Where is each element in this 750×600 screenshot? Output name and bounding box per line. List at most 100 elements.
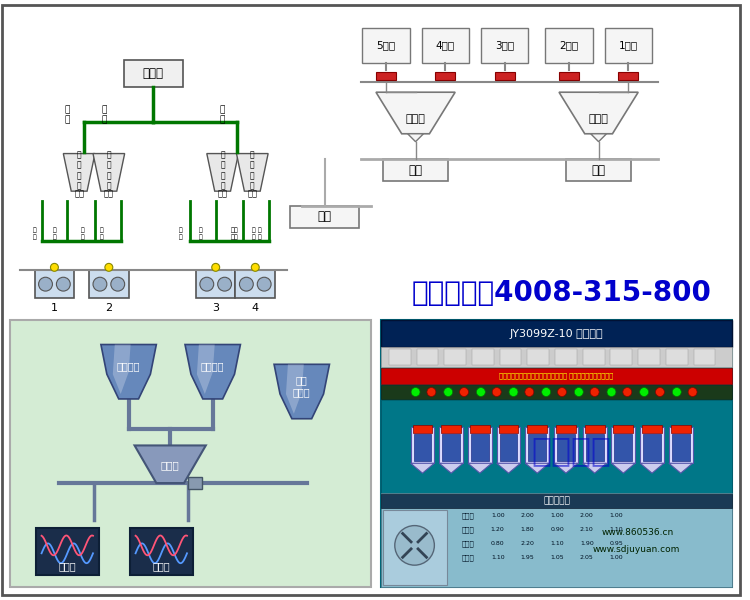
Bar xyxy=(196,271,236,298)
Text: 1.20: 1.20 xyxy=(490,527,505,532)
Bar xyxy=(89,271,129,298)
Bar xyxy=(383,160,448,181)
Bar xyxy=(470,425,490,433)
Text: 3号仓: 3号仓 xyxy=(495,40,514,50)
Text: 慢
速: 慢 速 xyxy=(100,227,104,240)
Circle shape xyxy=(460,388,469,397)
Bar xyxy=(586,434,604,461)
Circle shape xyxy=(251,263,260,271)
Circle shape xyxy=(509,388,518,397)
Circle shape xyxy=(257,277,271,291)
Text: 1: 1 xyxy=(51,303,58,313)
Bar xyxy=(442,434,460,461)
Polygon shape xyxy=(207,154,238,191)
Bar xyxy=(556,425,576,433)
Bar xyxy=(528,434,546,461)
Polygon shape xyxy=(101,344,156,399)
Bar xyxy=(604,28,652,62)
Text: 2: 2 xyxy=(105,303,112,313)
Bar xyxy=(381,320,732,347)
Bar xyxy=(672,434,690,461)
Circle shape xyxy=(622,388,632,397)
Text: 小车: 小车 xyxy=(409,164,422,177)
Text: 快
速: 快 速 xyxy=(33,227,37,240)
Bar xyxy=(495,73,514,80)
Bar xyxy=(611,427,635,463)
Circle shape xyxy=(607,388,616,397)
Text: 快
速: 快 速 xyxy=(80,227,84,240)
Circle shape xyxy=(239,277,254,291)
Circle shape xyxy=(557,388,566,397)
Bar xyxy=(496,427,520,463)
Text: 0.95: 0.95 xyxy=(610,541,623,546)
Text: 慢
速: 慢 速 xyxy=(53,227,56,240)
Polygon shape xyxy=(236,154,268,191)
Bar xyxy=(640,427,664,463)
Circle shape xyxy=(50,263,58,271)
Circle shape xyxy=(688,388,697,397)
Polygon shape xyxy=(274,364,329,419)
Bar xyxy=(638,349,660,365)
Bar xyxy=(388,349,410,365)
Bar xyxy=(500,349,521,365)
Circle shape xyxy=(656,388,664,397)
Polygon shape xyxy=(583,463,607,473)
Bar xyxy=(413,434,431,461)
Bar xyxy=(422,28,469,62)
Bar xyxy=(10,320,371,587)
Polygon shape xyxy=(376,92,455,134)
Bar xyxy=(236,271,275,298)
Bar xyxy=(435,73,455,80)
Circle shape xyxy=(411,388,420,397)
Text: 2.20: 2.20 xyxy=(520,541,534,546)
Bar xyxy=(694,349,715,365)
Text: www.860536.cn: www.860536.cn xyxy=(602,528,674,537)
Bar xyxy=(413,425,433,433)
Text: 计量斗: 计量斗 xyxy=(406,114,425,124)
Text: 庄源工控: 庄源工控 xyxy=(532,434,611,467)
Bar xyxy=(481,28,528,62)
Circle shape xyxy=(111,277,125,291)
Bar xyxy=(583,427,607,463)
Circle shape xyxy=(394,526,434,565)
Polygon shape xyxy=(112,344,130,394)
Circle shape xyxy=(640,388,649,397)
Bar xyxy=(614,425,633,433)
Bar xyxy=(669,427,692,463)
Text: 1.95: 1.95 xyxy=(520,555,534,560)
Text: 手动: 手动 xyxy=(217,190,227,199)
Text: 快
速: 快 速 xyxy=(64,105,70,125)
Polygon shape xyxy=(526,463,549,473)
Circle shape xyxy=(105,263,112,271)
Text: 产品二: 产品二 xyxy=(462,526,475,533)
Text: 慢
速: 慢 速 xyxy=(101,105,106,125)
Text: 手动: 手动 xyxy=(104,190,114,199)
Text: 慢
速: 慢 速 xyxy=(220,105,225,125)
Polygon shape xyxy=(408,134,424,142)
Polygon shape xyxy=(134,445,206,483)
Bar xyxy=(500,434,517,461)
Polygon shape xyxy=(554,463,578,473)
Text: 1.10: 1.10 xyxy=(490,555,505,560)
Bar xyxy=(670,425,691,433)
Text: 1.00: 1.00 xyxy=(550,513,564,518)
Bar xyxy=(642,425,662,433)
Text: 青
计
量
罐: 青 计 量 罐 xyxy=(250,150,254,190)
Bar xyxy=(644,434,661,461)
Text: 配用参数表: 配用参数表 xyxy=(543,496,570,505)
Text: 搅拌机: 搅拌机 xyxy=(152,561,170,571)
Bar xyxy=(130,527,193,575)
Text: 产品三: 产品三 xyxy=(462,540,475,547)
Text: 手动: 手动 xyxy=(74,190,84,199)
Bar xyxy=(557,434,574,461)
Text: 青
计
量
罐: 青 计 量 罐 xyxy=(106,150,111,190)
Text: 【重要提示】专业自动化配料控制系统 品牌、稳定、全国联保！: 【重要提示】专业自动化配料控制系统 品牌、稳定、全国联保！ xyxy=(500,373,613,379)
Text: 高位槽: 高位槽 xyxy=(142,67,164,80)
Text: 物料仓一: 物料仓一 xyxy=(117,361,140,371)
Text: 液清
计量罐: 液清 计量罐 xyxy=(293,375,310,397)
Bar xyxy=(559,73,579,80)
Text: 计量斗: 计量斗 xyxy=(589,114,608,124)
Text: 小车: 小车 xyxy=(317,211,332,223)
Polygon shape xyxy=(669,463,692,473)
Bar xyxy=(381,347,732,367)
